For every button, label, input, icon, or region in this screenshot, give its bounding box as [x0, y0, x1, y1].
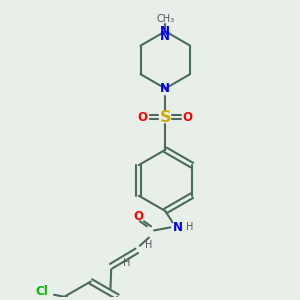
Text: O: O: [134, 210, 144, 223]
Text: CH₃: CH₃: [156, 14, 174, 24]
Text: H: H: [145, 240, 153, 250]
Text: O: O: [183, 111, 193, 124]
Text: N: N: [160, 30, 170, 43]
Text: O: O: [138, 111, 148, 124]
Text: N: N: [172, 221, 183, 234]
Text: Cl: Cl: [35, 285, 48, 298]
Text: N: N: [160, 25, 170, 38]
Text: H: H: [186, 222, 194, 233]
Text: H: H: [123, 258, 130, 268]
Text: N: N: [160, 82, 170, 95]
Text: S: S: [160, 110, 171, 124]
